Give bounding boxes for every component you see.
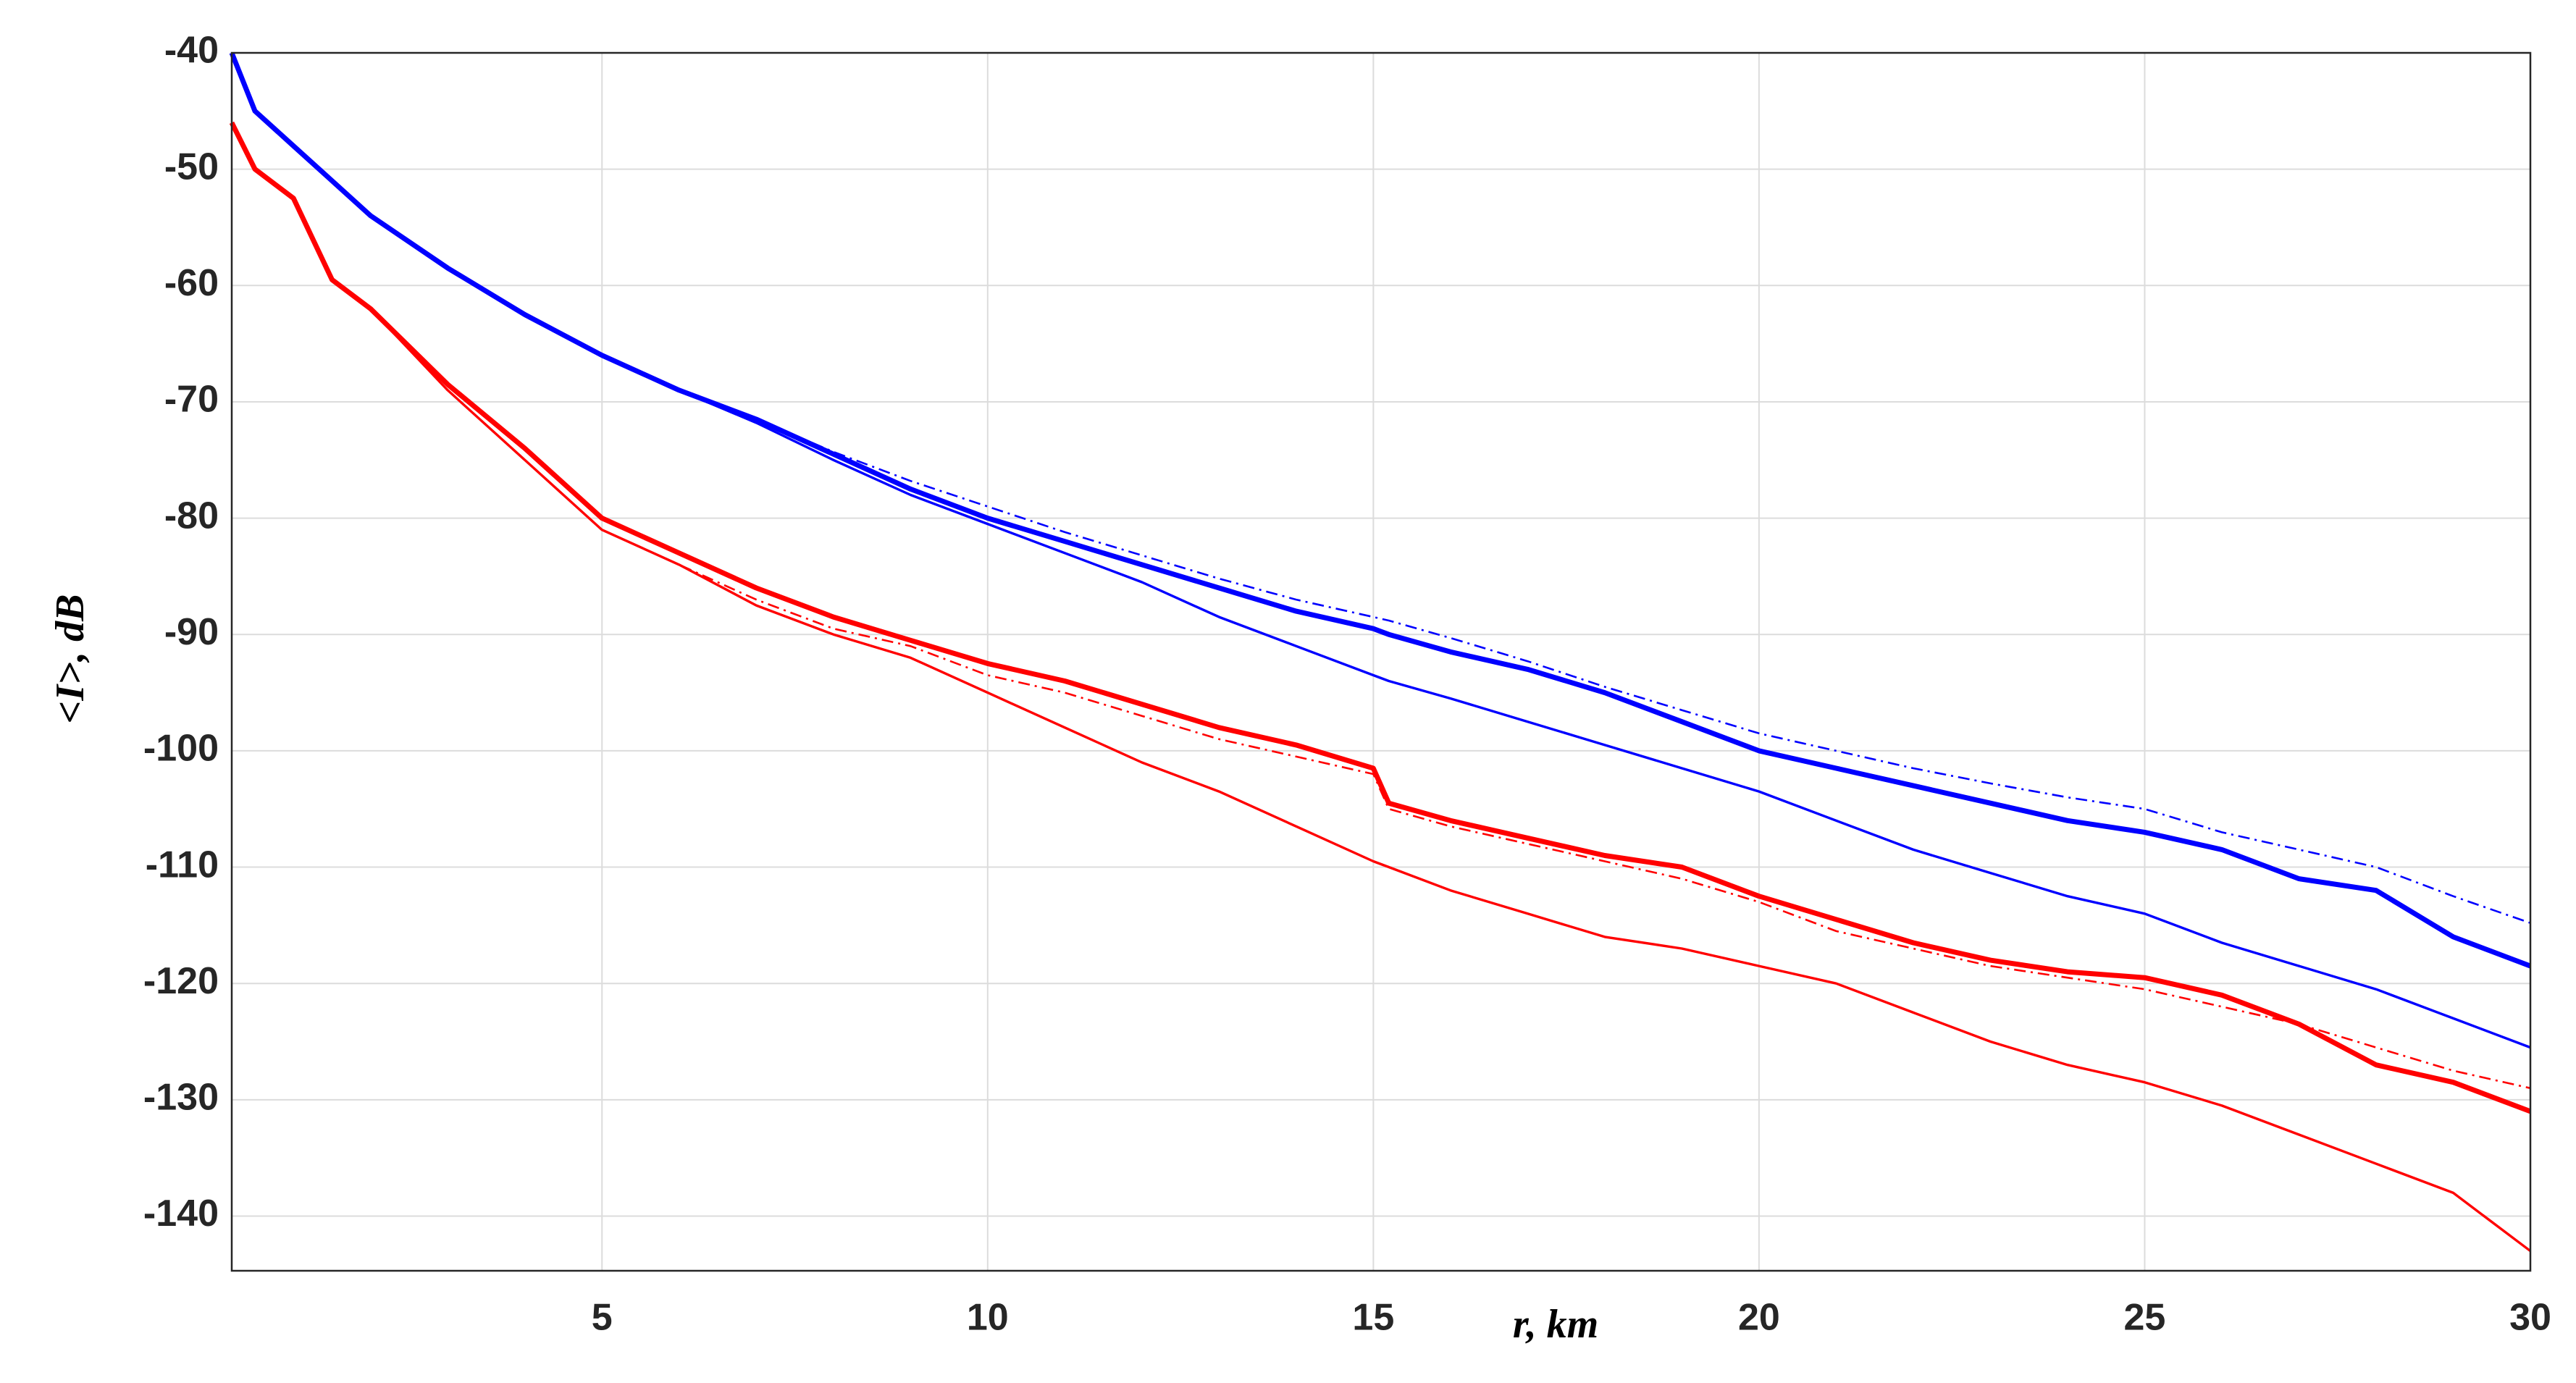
y-tick-label: -110	[146, 844, 219, 886]
y-tick-label: -50	[164, 146, 219, 188]
x-tick-label: 15	[1352, 1297, 1394, 1339]
y-tick-label: -40	[164, 30, 219, 72]
plot-frame	[230, 51, 2532, 1272]
y-axis-label: <I>, dB	[48, 594, 93, 724]
x-tick-label: 30	[2509, 1297, 2551, 1339]
y-tick-label: -100	[143, 728, 219, 770]
data-line	[230, 122, 2532, 1253]
y-tick-label: -70	[164, 379, 219, 421]
y-tick-label: -120	[143, 960, 219, 1002]
x-axis-label: r, km	[1513, 1302, 1598, 1347]
data-line	[230, 52, 2531, 1049]
data-line	[230, 52, 2531, 924]
y-tick-label: -80	[164, 495, 219, 537]
y-tick-label: -90	[164, 611, 219, 653]
x-tick-label: 25	[2124, 1297, 2166, 1339]
x-tick-label: 20	[1738, 1297, 1780, 1339]
x-tick-label: 5	[592, 1297, 613, 1339]
data-line	[229, 121, 2532, 1114]
y-tick-label: -60	[164, 262, 219, 304]
x-tick-label: 10	[967, 1297, 1009, 1339]
y-tick-label: -130	[143, 1077, 219, 1119]
y-tick-label: -140	[143, 1193, 219, 1235]
